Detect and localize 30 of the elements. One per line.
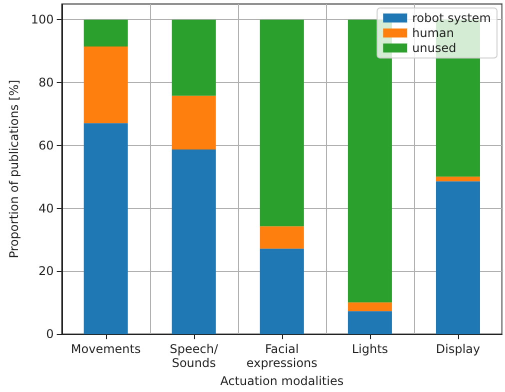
y-tick-label: 40	[38, 201, 54, 216]
bar	[84, 20, 128, 46]
x-tick-label: Display	[436, 342, 480, 356]
bar	[260, 248, 304, 334]
y-tick-label: 0	[46, 327, 54, 342]
legend-label: robot system	[412, 11, 491, 25]
bar	[348, 311, 392, 334]
legend-label: unused	[412, 41, 456, 55]
bar	[348, 20, 392, 302]
x-axis-title: Actuation modalities	[220, 374, 344, 388]
bar	[436, 176, 480, 182]
bar	[84, 123, 128, 334]
bar	[348, 302, 392, 312]
y-tick-label: 80	[38, 76, 54, 90]
y-tick-label: 100	[30, 12, 54, 27]
y-tick-label: 20	[38, 264, 54, 278]
y-tick-label: 60	[38, 138, 54, 152]
x-tick-label: Movements	[70, 342, 141, 356]
bar	[172, 96, 216, 150]
legend-label: human	[412, 26, 454, 40]
x-tick-label: Speech/ Sounds	[170, 342, 219, 370]
bar	[172, 20, 216, 96]
bar	[260, 226, 304, 249]
x-tick-label: Facial expressions	[246, 342, 318, 370]
bar	[172, 150, 216, 334]
bar	[260, 20, 304, 226]
y-axis-title: Proportion of publications [%]	[7, 80, 21, 258]
bar	[436, 181, 480, 334]
bar	[84, 46, 128, 124]
x-tick-label: Lights	[352, 342, 388, 356]
